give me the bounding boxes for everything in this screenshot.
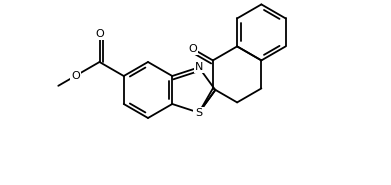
Text: O: O [188,43,197,53]
Text: S: S [196,108,203,118]
Text: N: N [195,62,203,72]
Text: O: O [71,71,80,81]
Text: O: O [95,29,104,39]
Text: O: O [194,108,203,118]
